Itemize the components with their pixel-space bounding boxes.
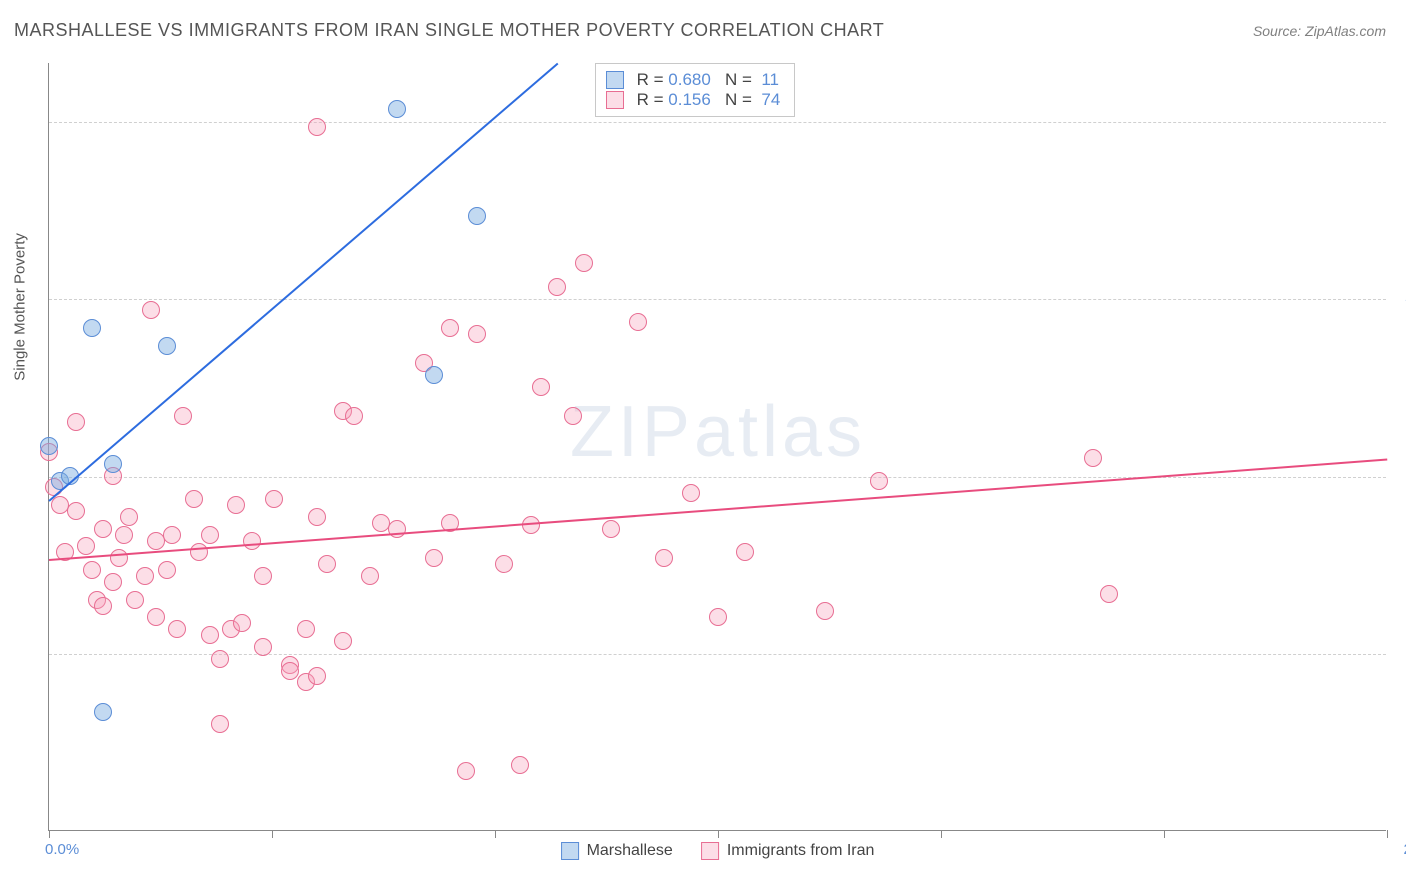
- gridline: [49, 299, 1386, 300]
- legend-swatch: [606, 71, 624, 89]
- data-point-iran: [147, 608, 165, 626]
- legend-item: Immigrants from Iran: [701, 842, 875, 860]
- data-point-iran: [115, 526, 133, 544]
- y-axis-title: Single Mother Poverty: [12, 233, 29, 381]
- data-point-iran: [361, 567, 379, 585]
- data-point-iran: [1084, 449, 1102, 467]
- data-point-marshallese: [94, 703, 112, 721]
- x-tick: [941, 830, 942, 838]
- data-point-iran: [254, 638, 272, 656]
- data-point-iran: [158, 561, 176, 579]
- data-point-iran: [816, 602, 834, 620]
- data-point-iran: [629, 313, 647, 331]
- data-point-iran: [736, 543, 754, 561]
- data-point-iran: [83, 561, 101, 579]
- data-point-iran: [136, 567, 154, 585]
- gridline: [49, 477, 1386, 478]
- data-point-iran: [334, 632, 352, 650]
- data-point-marshallese: [40, 437, 58, 455]
- gridline: [49, 654, 1386, 655]
- x-tick: [49, 830, 50, 838]
- legend-swatch: [561, 842, 579, 860]
- data-point-iran: [345, 407, 363, 425]
- data-point-iran: [227, 496, 245, 514]
- data-point-iran: [564, 407, 582, 425]
- x-tick: [495, 830, 496, 838]
- data-point-iran: [308, 667, 326, 685]
- data-point-iran: [425, 549, 443, 567]
- data-point-iran: [67, 413, 85, 431]
- legend-swatch: [701, 842, 719, 860]
- legend-item: Marshallese: [561, 842, 673, 860]
- x-tick: [272, 830, 273, 838]
- data-point-iran: [77, 537, 95, 555]
- data-point-iran: [1100, 585, 1118, 603]
- data-point-iran: [168, 620, 186, 638]
- data-point-iran: [709, 608, 727, 626]
- data-point-iran: [120, 508, 138, 526]
- data-point-iran: [308, 508, 326, 526]
- x-tick: [1164, 830, 1165, 838]
- source-attribution: Source: ZipAtlas.com: [1253, 23, 1386, 39]
- data-point-iran: [468, 325, 486, 343]
- scatter-plot-area: ZIPatlas R = 0.680 N = 11 R = 0.156 N = …: [48, 63, 1386, 831]
- data-point-iran: [104, 573, 122, 591]
- data-point-iran: [211, 715, 229, 733]
- data-point-iran: [602, 520, 620, 538]
- chart-title: MARSHALLESE VS IMMIGRANTS FROM IRAN SING…: [14, 20, 884, 41]
- data-point-iran: [575, 254, 593, 272]
- data-point-iran: [94, 597, 112, 615]
- data-point-iran: [163, 526, 181, 544]
- x-tick: [1387, 830, 1388, 838]
- trendline-iran: [49, 459, 1387, 561]
- data-point-iran: [211, 650, 229, 668]
- trendline-marshallese: [48, 63, 558, 502]
- data-point-iran: [67, 502, 85, 520]
- data-point-iran: [532, 378, 550, 396]
- data-point-iran: [441, 319, 459, 337]
- stats-row: R = 0.680 N = 11: [606, 70, 780, 90]
- gridline: [49, 122, 1386, 123]
- data-point-iran: [254, 567, 272, 585]
- data-point-iran: [190, 543, 208, 561]
- data-point-iran: [682, 484, 700, 502]
- legend-label: Immigrants from Iran: [727, 842, 875, 860]
- stats-row: R = 0.156 N = 74: [606, 90, 780, 110]
- data-point-iran: [870, 472, 888, 490]
- data-point-iran: [110, 549, 128, 567]
- data-point-iran: [265, 490, 283, 508]
- data-point-iran: [94, 520, 112, 538]
- data-point-iran: [174, 407, 192, 425]
- x-tick: [718, 830, 719, 838]
- x-tick-label: 0.0%: [45, 841, 79, 858]
- data-point-iran: [495, 555, 513, 573]
- legend-bottom: Marshallese Immigrants from Iran: [561, 842, 875, 860]
- data-point-iran: [548, 278, 566, 296]
- data-point-marshallese: [104, 455, 122, 473]
- legend-label: Marshallese: [587, 842, 673, 860]
- data-point-iran: [655, 549, 673, 567]
- data-point-marshallese: [425, 366, 443, 384]
- data-point-marshallese: [388, 100, 406, 118]
- data-point-iran: [126, 591, 144, 609]
- data-point-iran: [233, 614, 251, 632]
- data-point-marshallese: [158, 337, 176, 355]
- data-point-iran: [308, 118, 326, 136]
- data-point-marshallese: [468, 207, 486, 225]
- data-point-iran: [281, 662, 299, 680]
- watermark-text: ZIPatlas: [570, 391, 866, 473]
- data-point-iran: [201, 626, 219, 644]
- data-point-iran: [201, 526, 219, 544]
- data-point-iran: [243, 532, 261, 550]
- data-point-iran: [511, 756, 529, 774]
- data-point-iran: [142, 301, 160, 319]
- data-point-iran: [318, 555, 336, 573]
- legend-swatch: [606, 91, 624, 109]
- data-point-marshallese: [83, 319, 101, 337]
- correlation-stats-box: R = 0.680 N = 11 R = 0.156 N = 74: [595, 63, 795, 117]
- data-point-iran: [185, 490, 203, 508]
- data-point-iran: [457, 762, 475, 780]
- data-point-iran: [297, 620, 315, 638]
- chart-header: MARSHALLESE VS IMMIGRANTS FROM IRAN SING…: [14, 20, 1386, 41]
